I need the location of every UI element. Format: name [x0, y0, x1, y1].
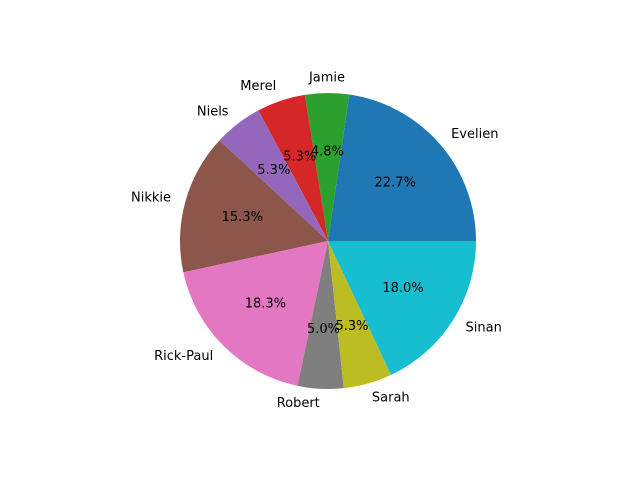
slice-label-jamie: Jamie	[308, 71, 345, 86]
slice-label-rick-paul: Rick-Paul	[154, 349, 213, 364]
slice-percent-merel: 5.3%	[283, 149, 316, 164]
slice-percent-sinan: 18.0%	[382, 281, 423, 296]
pie-slice-sarah	[328, 241, 392, 389]
slice-percent-robert: 5.0%	[307, 322, 340, 337]
slice-percent-niels: 5.3%	[257, 163, 290, 178]
slice-percent-jamie: 4.8%	[311, 145, 344, 160]
slice-label-nikkie: Nikkie	[131, 191, 171, 206]
pie-slice-niels	[219, 110, 328, 241]
slice-percent-sarah: 5.3%	[335, 319, 368, 334]
slice-label-merel: Merel	[240, 79, 276, 94]
slice-label-sarah: Sarah	[372, 390, 410, 405]
pie-slices	[179, 92, 476, 390]
pie-slice-rick-paul	[183, 241, 328, 386]
pie-slice-jamie	[304, 92, 350, 242]
percent-labels: 22.7%4.8%5.3%5.3%15.3%18.3%5.0%5.3%18.0%	[222, 145, 424, 338]
pie-slice-evelien	[328, 94, 476, 241]
slice-labels: Evelien Jamie Merel Niels Nikkie Rick-Paul Rob…	[131, 71, 502, 411]
slice-percent-rick-paul: 18.3%	[245, 297, 286, 312]
slice-percent-nikkie: 15.3%	[222, 210, 263, 225]
slice-label-sinan: Sinan	[466, 321, 502, 336]
pie-slice-sinan	[328, 241, 476, 375]
slice-percent-evelien: 22.7%	[375, 175, 416, 190]
slice-label-niels: Niels	[197, 105, 229, 120]
pie-slice-nikkie	[179, 140, 328, 273]
slice-label-robert: Robert	[277, 396, 320, 411]
slice-label-evelien: Evelien	[451, 127, 498, 142]
pie-slice-robert	[297, 241, 344, 390]
pie-slice-merel	[258, 94, 328, 241]
